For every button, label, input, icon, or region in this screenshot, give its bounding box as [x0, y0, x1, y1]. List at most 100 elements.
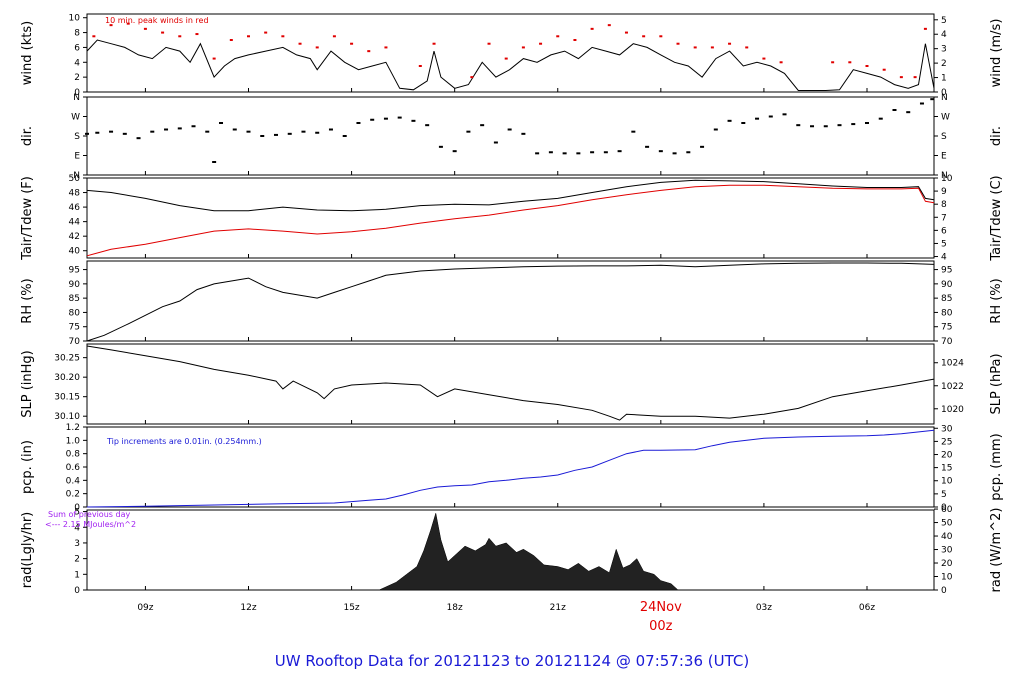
y-tick-label: 30.15 — [54, 393, 80, 403]
series-line — [86, 39, 935, 91]
data-point — [768, 115, 773, 118]
data-point — [755, 117, 760, 120]
peak-wind-mark — [229, 39, 233, 41]
data-point — [260, 135, 265, 137]
y-tick-label-right: 80 — [941, 308, 953, 318]
y-axis-label-left: rad(Lgly/hr) — [20, 512, 35, 588]
data-point — [425, 124, 430, 127]
y-tick-label: 4 — [74, 523, 80, 533]
y-axis-label-right: wind (m/s) — [989, 19, 1004, 88]
y-tick-label-right: 4 — [941, 253, 947, 263]
y-tick-label: 44 — [69, 218, 81, 228]
y-tick-label: 30.20 — [54, 373, 80, 383]
panel-wind: 0 2 4 6 8 10 0 1 2 3 4 5 wind (kts) wind (m/s) 10 min.… — [20, 13, 1004, 98]
series-line — [86, 262, 935, 342]
y-tick-label-right: 2 — [941, 59, 947, 69]
y-tick-label: 0 — [74, 586, 80, 596]
data-point — [191, 125, 196, 128]
y-tick-label: 10 — [69, 14, 81, 24]
peak-wind-mark — [487, 42, 491, 45]
y-tick-label: 48 — [69, 189, 81, 199]
data-point — [617, 150, 622, 153]
y-tick-label: 30.25 — [54, 354, 80, 364]
peak-wind-mark — [350, 42, 354, 45]
data-point — [864, 122, 869, 124]
x-tick-label: 15z — [343, 603, 359, 613]
y-tick-label-right: 9 — [941, 187, 947, 197]
data-point — [315, 131, 320, 134]
panel-rh: 70 75 80 85 90 95 70 75 80 85 90 95 RH (%) RH (%) — [20, 260, 1004, 347]
data-point — [507, 128, 512, 131]
y-tick-label: 85 — [69, 294, 80, 304]
peak-wind-mark — [745, 46, 749, 49]
y-tick-label-right: 1024 — [941, 359, 964, 369]
peak-wind-mark — [161, 31, 165, 34]
data-point — [727, 119, 732, 122]
data-point — [397, 116, 402, 119]
data-point — [95, 131, 100, 134]
data-point — [136, 137, 141, 140]
y-tick-label-right: 1 — [941, 74, 947, 84]
peak-wind-mark — [521, 46, 525, 49]
y-tick-label-right: 5 — [941, 490, 947, 500]
peak-wind-mark — [693, 46, 697, 49]
data-point — [930, 98, 935, 101]
peak-wind-mark — [590, 27, 594, 30]
y-axis-label-left: RH (%) — [20, 278, 35, 323]
data-point — [603, 151, 608, 154]
y-tick-label-right: 75 — [941, 323, 952, 333]
data-point — [672, 152, 677, 155]
y-tick-label: 95 — [69, 266, 80, 276]
data-point — [287, 132, 292, 135]
y-axis-label-right: dir. — [989, 126, 1004, 146]
y-tick-label: W — [71, 113, 80, 123]
data-point — [452, 150, 457, 153]
data-point — [273, 133, 278, 136]
y-axis-label-right: Tair/Tdew (C) — [989, 175, 1004, 261]
panel-frame — [86, 343, 935, 425]
y-tick-label-right: 1022 — [941, 382, 964, 392]
data-point — [906, 111, 911, 114]
peak-wind-mark — [92, 35, 96, 38]
y-tick-label: 2 — [74, 555, 80, 565]
y-tick-label-right: 5 — [941, 239, 947, 249]
y-tick-label: 6 — [74, 43, 80, 53]
data-point — [658, 150, 663, 153]
data-point — [205, 130, 210, 133]
data-point — [590, 151, 595, 154]
y-tick-label-right: 85 — [941, 294, 952, 304]
data-point — [700, 145, 705, 148]
y-tick-label-right: N — [941, 93, 948, 103]
series-line — [86, 345, 935, 421]
y-tick-label: 5 — [74, 508, 80, 518]
y-tick-label-right: 6 — [941, 226, 947, 236]
y-tick-label-right: 95 — [941, 266, 952, 276]
data-point — [535, 152, 540, 155]
data-point — [356, 122, 361, 124]
data-point — [301, 130, 306, 133]
peak-wind-mark — [556, 35, 560, 38]
y-tick-label-right: 15 — [941, 464, 952, 474]
data-point — [383, 117, 388, 120]
y-tick-label-right: W — [941, 113, 950, 123]
y-tick-label: 0.2 — [66, 490, 80, 500]
y-tick-label: 0.6 — [66, 463, 81, 473]
peak-wind-mark — [143, 27, 147, 30]
y-tick-label-right: 0 — [941, 586, 947, 596]
panel-temp: 40 42 44 46 48 50 4 5 6 7 8 9 10 Tair/Tdew (F) Tair/Td… — [20, 174, 1004, 263]
peak-wind-mark — [504, 57, 508, 60]
y-tick-label: 8 — [74, 29, 80, 39]
y-axis-label-right: SLP (hPa) — [989, 353, 1004, 414]
y-axis-label-left: SLP (inHg) — [20, 350, 35, 418]
panel-frame — [86, 177, 935, 259]
peak-wind-mark — [865, 65, 869, 67]
y-tick-label-right: 30 — [941, 546, 953, 556]
peak-wind-mark — [762, 57, 766, 60]
peak-wind-mark — [676, 42, 680, 45]
peak-wind-mark — [642, 35, 646, 38]
y-axis-label-left: dir. — [20, 126, 35, 146]
y-tick-label-right: 10 — [941, 477, 953, 487]
y-tick-label-right: 5 — [941, 16, 947, 26]
y-tick-label: 80 — [69, 308, 81, 318]
